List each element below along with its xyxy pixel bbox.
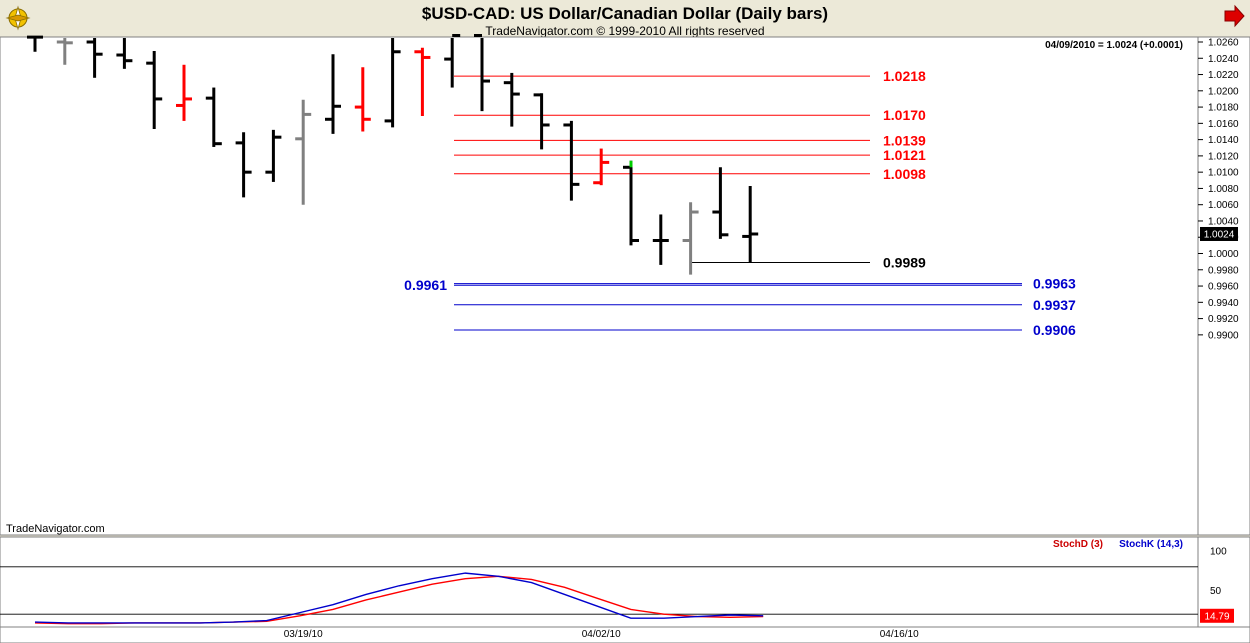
ohlc-bar [56,38,73,65]
ohlc-bar [444,33,461,88]
ohlc-bar [593,148,610,186]
y-tick-label: 0.9920 [1208,314,1239,325]
ohlc-bar [235,132,252,198]
stochastic-tick-label: 100 [1210,547,1227,558]
ohlc-bar [533,93,550,150]
ohlc-bar [146,50,163,130]
x-tick-label: 04/02/10 [582,629,621,640]
ohlc-bar [116,38,133,69]
stochastic-tick-label: 50 [1210,586,1222,597]
stochastic-lines: 100 50 14.79 [0,547,1234,625]
ohlc-bar [414,47,431,117]
target-level-label: 0.9961 [404,277,447,293]
ohlc-bar [742,185,759,263]
ohlc-bar [652,214,669,265]
target-level-label: 0.9963 [1033,276,1076,292]
stoch-k-line [34,572,764,624]
stoch-d-legend: StochD (3) [1053,539,1103,550]
resistance-level-label: 1.0121 [883,147,926,163]
ohlc-bar [503,72,520,127]
target-level-label: 0.9906 [1033,322,1076,338]
y-tick-label: 1.0140 [1208,135,1239,146]
x-tick-label: 04/16/10 [880,629,919,640]
ohlc-bar [176,64,192,121]
ohlc-bar [354,67,371,132]
y-tick-label: 1.0060 [1208,200,1239,211]
chart-subtitle: TradeNavigator.com © 1999-2010 All right… [485,24,764,38]
resistance-level-label: 1.0170 [883,107,926,123]
watermark-label: TradeNavigator.com [6,523,105,535]
resistance-level-label: 1.0139 [883,132,926,148]
y-tick-label: 0.9960 [1208,282,1239,293]
y-tick-label: 1.0080 [1208,184,1239,195]
ohlc-bar [295,99,312,205]
stochastic-value-marker [1200,608,1234,623]
ohlc-bar [205,87,222,147]
price-panel [0,36,1199,536]
stochastic-panel [0,536,1199,628]
y-tick-label: 0.9940 [1208,298,1239,309]
ohlc-bar [325,54,341,134]
last-quote-label: 04/09/2010 = 1.0024 (+0.0001) [1045,40,1183,51]
support-level-label: 0.9989 [883,254,926,270]
date-axis: 03/19/10 04/02/10 04/16/10 [284,629,919,640]
y-tick-label: 1.0040 [1208,216,1239,227]
y-tick-label: 0.9900 [1208,330,1239,341]
y-tick-label: 0.9980 [1208,265,1239,276]
chart-title: $USD-CAD: US Dollar/Canadian Dollar (Dai… [422,4,828,23]
date-axis-panel [0,626,1250,643]
y-tick-label: 1.0200 [1208,86,1239,97]
y-tick-label: 1.0100 [1208,168,1239,179]
target-level-label: 0.9937 [1033,297,1076,313]
price-axis: 1.0260 1.0240 1.0220 1.0200 1.0180 1.0160 1.01… [1198,38,1239,341]
ohlc-bar [682,202,699,275]
price-bars [27,33,759,275]
y-tick-label: 1.0160 [1208,119,1239,130]
resistance-level-label: 1.0218 [883,68,926,84]
y-tick-label: 1.0180 [1208,103,1239,114]
compass-logo-icon [5,5,31,31]
ohlc-bar [712,167,729,239]
y-tick-label: 1.0240 [1208,54,1239,65]
ohlc-bar [563,120,580,201]
y-tick-label: 1.0260 [1208,38,1239,49]
ohlc-bar [474,33,490,112]
x-tick-label: 03/19/10 [284,629,323,640]
y-tick-label: 1.0000 [1208,249,1239,260]
resistance-level-label: 1.0098 [883,166,926,182]
stoch-k-legend: StochK (14,3) [1119,539,1183,550]
ohlc-bar [384,38,401,128]
scroll-right-arrow-icon[interactable] [1221,4,1245,28]
price-axis-panel [1197,36,1250,536]
ohlc-bar [265,129,282,182]
current-price-marker: 1.0024 [1200,226,1238,241]
y-tick-label: 1.0220 [1208,70,1239,81]
current-price-label: 1.0024 [1204,229,1235,240]
ohlc-bar [86,38,103,78]
ohlc-bar [27,35,43,52]
chart-header: $USD-CAD: US Dollar/Canadian Dollar (Dai… [5,4,1245,38]
stochastic-value-label: 14.79 [1204,611,1229,622]
y-tick-label: 1.0120 [1208,151,1239,162]
